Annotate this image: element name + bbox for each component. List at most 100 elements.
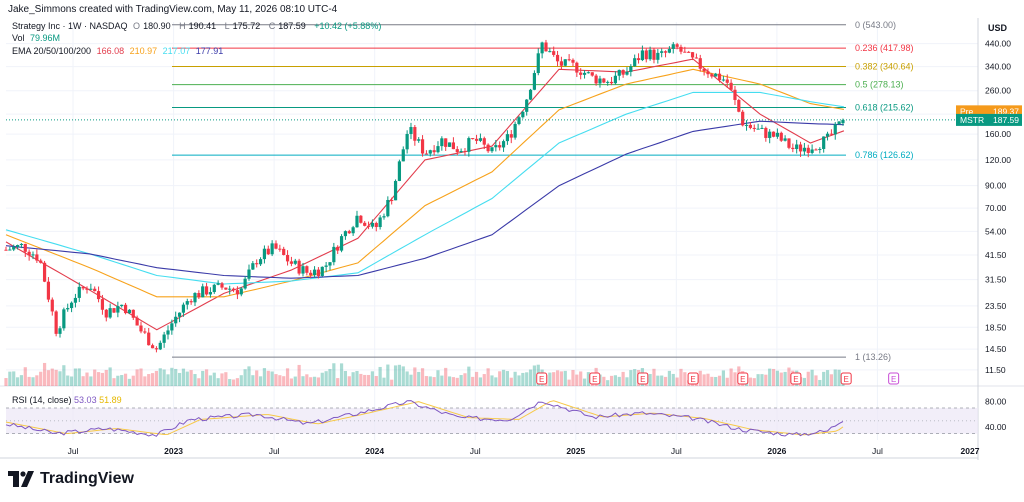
candle-body bbox=[123, 304, 128, 314]
volume-bar bbox=[528, 369, 533, 386]
volume-bar bbox=[386, 364, 390, 386]
tradingview-logo[interactable]: TradingView bbox=[8, 470, 134, 488]
earnings-marker-box bbox=[687, 372, 699, 385]
volume-bar bbox=[212, 372, 216, 386]
fib-level-label: 0.236 (417.98) bbox=[855, 43, 914, 53]
candle bbox=[235, 286, 240, 300]
candle bbox=[258, 257, 263, 266]
candle bbox=[687, 50, 691, 53]
candle-body bbox=[197, 293, 201, 298]
candle-body bbox=[544, 42, 548, 52]
time-tick-label: 2027 bbox=[961, 446, 980, 456]
volume-bar bbox=[150, 373, 155, 386]
candle-body bbox=[644, 50, 648, 60]
candle-body bbox=[505, 134, 510, 142]
candle-body bbox=[841, 119, 845, 124]
candle-body bbox=[525, 99, 529, 112]
candle-body bbox=[112, 308, 116, 313]
candle bbox=[228, 285, 232, 295]
candle-body bbox=[363, 222, 367, 226]
volume-bar bbox=[413, 367, 417, 386]
candle-body bbox=[428, 150, 432, 154]
earnings-marker-letter: E bbox=[640, 375, 645, 384]
candle bbox=[660, 48, 664, 58]
earnings-marker-box bbox=[637, 372, 649, 385]
volume-bar bbox=[837, 369, 841, 386]
volume-bar bbox=[552, 372, 556, 386]
candle-body bbox=[39, 260, 43, 263]
earnings-marker: E bbox=[687, 372, 699, 385]
candle bbox=[19, 243, 24, 249]
rsi-line bbox=[5, 400, 844, 437]
volume-bar bbox=[355, 370, 359, 386]
candle-body bbox=[586, 72, 591, 74]
candle bbox=[791, 143, 795, 153]
volume-bar bbox=[312, 376, 317, 386]
volume-bar bbox=[31, 377, 35, 386]
ema-legend[interactable]: EMA 20/50/100/200 166.08 210.97 217.07 1… bbox=[12, 46, 226, 56]
candle-body bbox=[116, 306, 120, 313]
candle bbox=[636, 53, 641, 64]
candle bbox=[721, 75, 726, 82]
volume-bar bbox=[123, 373, 128, 386]
candle bbox=[667, 46, 672, 54]
candle bbox=[679, 44, 683, 55]
candle-body bbox=[517, 117, 521, 124]
candle bbox=[69, 301, 74, 313]
candle bbox=[694, 53, 699, 59]
candle-body bbox=[312, 269, 317, 276]
candle bbox=[247, 264, 251, 281]
volume-bar bbox=[120, 375, 124, 386]
candle-body bbox=[787, 138, 791, 148]
candle bbox=[355, 210, 359, 228]
ema-20-value: 166.08 bbox=[96, 46, 125, 56]
volume-bar bbox=[39, 371, 43, 386]
volume-bar bbox=[370, 371, 375, 386]
volume-bar bbox=[521, 372, 525, 386]
candle bbox=[629, 64, 633, 77]
earnings-marker-letter: E bbox=[891, 375, 896, 384]
candle-body bbox=[783, 138, 787, 141]
candle bbox=[548, 47, 552, 53]
candle-body bbox=[752, 127, 756, 129]
candle-body bbox=[35, 254, 39, 261]
volume-bar bbox=[428, 376, 432, 386]
volume-bar bbox=[490, 375, 494, 386]
candle bbox=[220, 281, 224, 290]
chart-caption: Jake_Simmons created with TradingView.co… bbox=[8, 4, 338, 15]
candle-body bbox=[366, 225, 371, 227]
volume-bar bbox=[829, 374, 833, 386]
volume-bar bbox=[455, 377, 459, 386]
candle bbox=[656, 49, 660, 64]
candle bbox=[104, 308, 108, 322]
premarket-price-tag-value: 189.37 bbox=[993, 106, 1019, 116]
candle-body bbox=[825, 133, 830, 137]
candle-body bbox=[501, 141, 506, 148]
candle bbox=[50, 297, 54, 316]
volume-bar bbox=[378, 366, 382, 386]
candle-body bbox=[12, 246, 16, 250]
candle bbox=[482, 136, 486, 150]
volume-bar bbox=[282, 376, 286, 386]
volume-bar bbox=[806, 371, 810, 386]
price-tick-label: 14.50 bbox=[985, 344, 1007, 354]
volume-bar bbox=[471, 376, 475, 386]
candle-body bbox=[93, 288, 97, 292]
candle-body bbox=[386, 199, 390, 217]
volume-bar bbox=[100, 372, 105, 386]
candle-body bbox=[625, 71, 629, 75]
price-tick-label: 11.50 bbox=[985, 365, 1006, 375]
candle bbox=[77, 282, 81, 303]
candle bbox=[787, 138, 791, 150]
price-tick-label: 160.00 bbox=[985, 129, 1011, 139]
candle-body bbox=[282, 248, 286, 255]
candle-body bbox=[31, 254, 35, 256]
rsi-legend[interactable]: RSI (14, close) 53.03 51.89 bbox=[12, 395, 122, 405]
candle-body bbox=[744, 124, 749, 126]
time-tick-label: 2023 bbox=[164, 446, 183, 456]
candle bbox=[752, 124, 756, 132]
candle bbox=[386, 196, 390, 218]
symbol-legend[interactable]: Strategy Inc · 1W · NASDAQ O 180.90 H 190.… bbox=[12, 21, 384, 31]
volume-legend[interactable]: Vol 79.96M bbox=[12, 33, 63, 43]
